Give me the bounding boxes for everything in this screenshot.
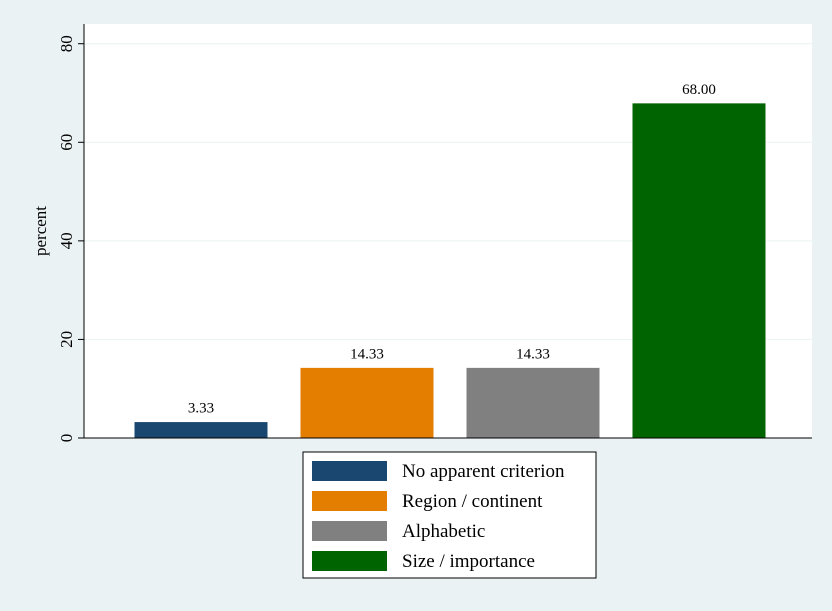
bar xyxy=(133,421,269,439)
legend-swatch xyxy=(312,461,387,481)
y-tick-label: 80 xyxy=(57,35,76,52)
legend-swatch xyxy=(312,491,387,511)
legend-label: Region / continent xyxy=(402,491,543,512)
bar-value-label: 14.33 xyxy=(516,346,550,362)
bar xyxy=(465,366,601,439)
legend: No apparent criterion Region / continent A… xyxy=(302,451,597,579)
y-axis-title: percent xyxy=(31,206,50,256)
data-labels: 3.33 14.33 14.33 68.00 xyxy=(188,82,716,417)
y-axis: 0 20 40 60 80 xyxy=(57,24,812,442)
legend-swatch xyxy=(312,551,387,571)
y-tick-label: 20 xyxy=(57,331,76,348)
legend-label: No apparent criterion xyxy=(402,461,565,482)
y-tick-label: 0 xyxy=(57,434,76,443)
y-tick-label: 40 xyxy=(57,232,76,249)
legend-label: Size / importance xyxy=(402,551,535,572)
legend-label: Alphabetic xyxy=(402,521,485,542)
legend-swatch xyxy=(312,521,387,541)
bar xyxy=(299,366,435,439)
bar xyxy=(631,102,767,439)
bar-value-label: 14.33 xyxy=(350,346,384,362)
bar-value-label: 3.33 xyxy=(188,401,214,417)
y-tick-label: 60 xyxy=(57,134,76,151)
bar-value-label: 68.00 xyxy=(682,82,716,98)
